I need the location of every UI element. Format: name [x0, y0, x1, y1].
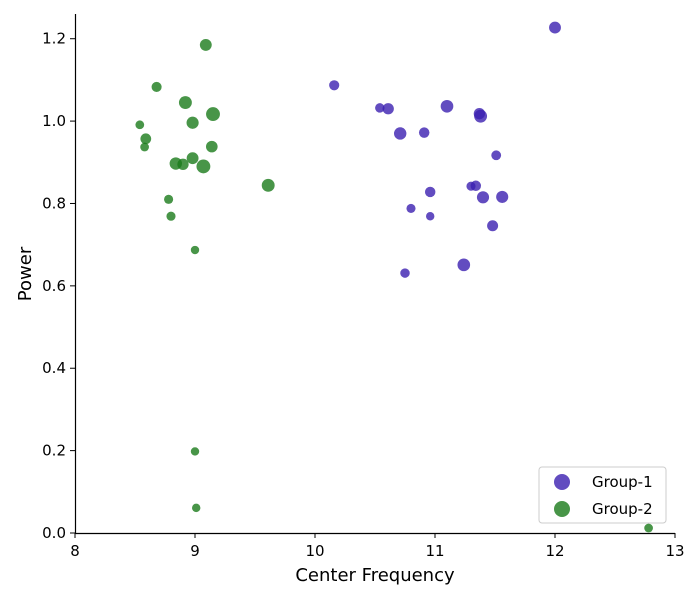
y-tick-label: 0.8: [42, 194, 66, 212]
legend-marker-group-2: [554, 501, 570, 517]
data-point-group-1: [440, 99, 454, 113]
data-point-group-1: [418, 127, 430, 138]
data-point-group-2: [196, 159, 211, 174]
data-point-group-1: [496, 190, 509, 203]
data-point-group-2: [190, 447, 200, 456]
data-point-group-2: [261, 178, 275, 192]
data-point-group-2: [190, 245, 200, 255]
data-point-group-2: [140, 142, 149, 152]
data-point-group-2: [206, 140, 218, 153]
data-point-group-2: [135, 120, 145, 130]
data-point-group-1: [382, 103, 394, 115]
data-points: [135, 21, 653, 533]
data-point-group-1: [394, 127, 407, 140]
series-group-1: [329, 21, 561, 278]
data-point-group-2: [644, 523, 653, 533]
x-tick-label: 10: [305, 542, 324, 560]
y-tick-label: 0.6: [42, 277, 66, 295]
data-point-group-1: [549, 21, 561, 34]
data-point-group-1: [400, 268, 410, 278]
data-point-group-2: [178, 96, 192, 110]
y-tick-label: 0.0: [42, 524, 66, 542]
data-point-group-2: [206, 107, 220, 122]
y-tick-label: 0.2: [42, 442, 66, 460]
data-point-group-1: [406, 203, 416, 213]
series-group-2: [135, 38, 653, 533]
data-point-group-1: [476, 191, 490, 204]
data-point-group-1: [487, 220, 499, 232]
y-tick-label: 1.0: [42, 112, 66, 130]
data-point-group-2: [151, 81, 162, 92]
axes: [74, 14, 675, 535]
x-tick-label: 11: [425, 542, 444, 560]
data-point-group-1: [426, 212, 435, 221]
data-point-group-2: [199, 38, 212, 51]
data-point-group-1: [474, 109, 488, 123]
x-axis-title: Center Frequency: [295, 565, 455, 586]
legend-label-group-1: Group-1: [592, 473, 653, 491]
y-axis-title: Power: [15, 246, 36, 301]
data-point-group-2: [166, 211, 176, 221]
data-point-group-2: [186, 152, 199, 165]
x-tick-label: 9: [190, 542, 200, 560]
legend-marker-group-1: [554, 474, 570, 490]
data-point-group-2: [186, 116, 199, 129]
x-tick-label: 12: [545, 542, 564, 560]
legend: Group-1 Group-2: [538, 466, 667, 524]
data-point-group-2: [140, 133, 152, 145]
data-point-group-1: [375, 103, 385, 113]
data-point-group-2: [177, 158, 189, 171]
data-point-group-1: [491, 150, 502, 161]
data-point-group-2: [192, 503, 201, 513]
y-tick-label: 0.4: [42, 359, 66, 377]
data-point-group-1: [470, 180, 482, 191]
data-point-group-1: [457, 258, 471, 272]
y-tick-label: 1.2: [42, 30, 66, 48]
data-point-group-2: [164, 194, 174, 204]
legend-box: [538, 466, 667, 524]
data-point-group-1: [424, 186, 436, 198]
x-tick-label: 8: [70, 542, 80, 560]
legend-label-group-2: Group-2: [592, 500, 653, 518]
x-tick-label: 13: [665, 542, 684, 560]
data-point-group-1: [329, 80, 340, 91]
ticks: 8 9 10 11 12 13 0.0 0.2 0.4 0.6 0.8 1.0 1.2: [42, 30, 684, 560]
